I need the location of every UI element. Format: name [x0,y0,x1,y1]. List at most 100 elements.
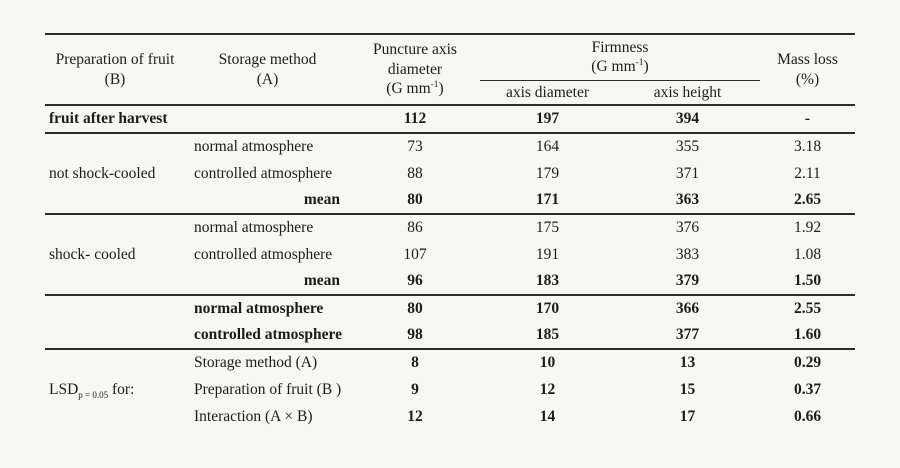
row-label: Interaction (A × B) [194,407,313,425]
row-shock-normal: shock- cooled normal atmosphere 86 175 3… [45,214,855,296]
results-table: Preparation of fruit (B) Storage method … [45,33,855,430]
row-shock-controlled: controlled atmosphere 107 191 383 1.08 [45,241,855,268]
col-header-mass-loss-line1: Mass loss [777,51,838,69]
value-cell: 1.50 [760,268,855,296]
value-cell: - [760,105,855,134]
row-lsd-preparation: Preparation of fruit (B ) 9 12 15 0.37 [45,376,855,403]
lsd-pre: LSD [49,381,79,399]
col-header-axis-height: axis height [615,80,760,106]
row-label: controlled atmosphere [185,322,350,350]
value-cell: 96 [350,268,480,296]
value-cell: 88 [407,164,423,182]
value-cell: 0.66 [793,407,822,425]
col-header-puncture-unit: (G mm-1) [386,80,444,98]
value-cell: 73 [407,138,423,156]
value-cell: 366 [675,300,700,318]
col-header-storage-line2: (A) [256,70,279,88]
value-cell: 9 [411,380,419,398]
value-cell: 107 [403,245,427,263]
header-row-1: Preparation of fruit (B) Storage method … [45,34,855,106]
value-cell: 1.60 [760,322,855,350]
value-cell: 179 [535,164,560,182]
col-header-puncture: Puncture axis diameter (G mm-1) [350,34,480,106]
value-cell: 2.11 [794,164,821,182]
value-cell: 183 [480,268,615,296]
value-cell: 185 [480,322,615,350]
value-cell: 2.55 [793,300,822,318]
header-row-2: axis diameter axis height [45,80,855,106]
value-cell: 112 [350,105,480,134]
value-cell: 80 [407,300,423,318]
value-cell: 171 [480,187,615,215]
value-cell: 13 [679,354,696,372]
group-label-empty [45,295,185,350]
value-cell: 1.92 [793,219,822,237]
value-cell: 197 [480,105,615,134]
value-cell: 17 [679,407,696,425]
value-cell: 379 [615,268,760,296]
row-label: fruit after harvest [45,105,350,134]
value-cell: 2.65 [760,187,855,215]
row-label: controlled atmosphere [194,245,333,263]
row-not-shock-mean: mean 80 171 363 2.65 [45,187,855,215]
value-cell: 164 [535,138,560,156]
value-cell: 355 [675,138,700,156]
group-label-not-shock-cooled: not shock-cooled [45,133,185,215]
value-cell: 377 [615,322,760,350]
value-cell: 175 [535,219,560,237]
value-cell: 363 [615,187,760,215]
col-header-puncture-line1: Puncture axis [373,41,457,59]
col-header-preparation-line2: (B) [104,70,126,88]
col-header-firmness: Firmness (G mm-1) [480,34,760,81]
lsd-post: for: [108,381,135,399]
value-cell: 376 [675,219,700,237]
value-cell: 1.08 [793,245,822,263]
lsd-subscript: p = 0.05 [78,390,109,401]
value-cell: 12 [539,380,556,398]
row-overall-normal: normal atmosphere 80 170 366 2.55 [45,295,855,350]
row-label: Preparation of fruit (B ) [194,380,342,398]
col-header-mass-loss: Mass loss (%) [760,34,855,106]
value-cell: 0.29 [793,354,822,372]
row-shock-mean: mean 96 183 379 1.50 [45,268,855,296]
col-header-preparation-line1: Preparation of fruit [55,51,175,69]
col-header-puncture-line2: diameter [387,60,443,78]
row-label: Storage method (A) [194,354,318,372]
row-label: normal atmosphere [194,138,314,156]
row-lsd-interaction: Interaction (A × B) 12 14 17 0.66 [45,403,855,430]
col-header-axis-diameter: axis diameter [480,80,615,106]
value-cell: 3.18 [793,138,822,156]
row-not-shock-normal: not shock-cooled normal atmosphere 73 16… [45,133,855,215]
value-cell: 98 [350,322,480,350]
col-header-firmness-unit: (G mm-1) [591,58,649,76]
row-label: normal atmosphere [194,219,314,237]
value-cell: 14 [539,407,556,425]
row-overall-controlled: controlled atmosphere 98 185 377 1.60 [45,322,855,350]
col-header-storage-line1: Storage method [218,51,317,69]
value-cell: 15 [679,380,696,398]
value-cell: 12 [407,407,423,425]
value-cell: 80 [350,187,480,215]
row-not-shock-controlled: controlled atmosphere 88 179 371 2.11 [45,160,855,187]
value-cell: 371 [675,164,700,182]
row-label: mean [185,187,350,215]
value-cell: 170 [535,300,560,318]
value-cell: 191 [535,245,560,263]
row-label: normal atmosphere [194,300,324,318]
row-label: controlled atmosphere [194,164,333,182]
col-header-firmness-label: Firmness [591,38,649,56]
value-cell: 8 [411,354,419,372]
row-label: mean [185,268,350,296]
col-header-mass-loss-line2: (%) [795,70,820,88]
col-header-preparation: Preparation of fruit (B) [45,34,185,106]
value-cell: 0.37 [793,380,822,398]
row-lsd-storage: LSDp = 0.05 for: Storage method (A) 8 10… [45,349,855,400]
group-label-lsd: LSDp = 0.05 for: [45,349,185,430]
group-label-shock-cooled: shock- cooled [45,214,185,296]
value-cell: 10 [539,354,556,372]
value-cell: 383 [675,245,700,263]
col-header-storage: Storage method (A) [185,34,350,106]
value-cell: 86 [407,219,423,237]
value-cell: 394 [615,105,760,134]
